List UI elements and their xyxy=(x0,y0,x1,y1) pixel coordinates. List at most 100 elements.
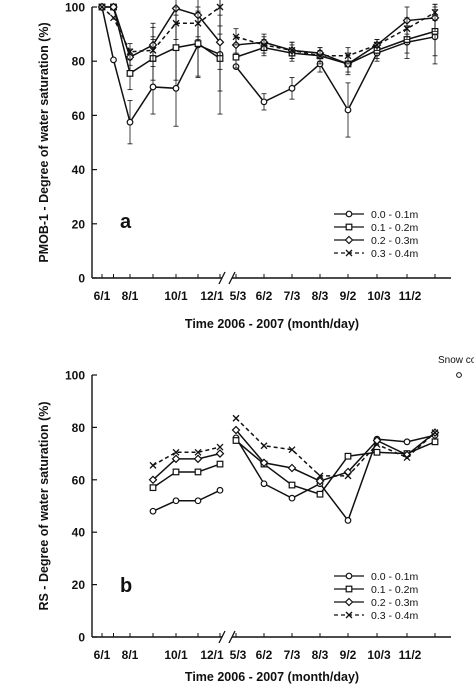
x-tick-label: 9/2 xyxy=(340,289,357,303)
series-line xyxy=(235,30,436,65)
data-point xyxy=(316,52,324,60)
y-tick-label: 40 xyxy=(72,526,86,540)
y-tick-label: 80 xyxy=(72,421,86,435)
series-line xyxy=(152,452,221,481)
legend-label: 0.0 - 0.1m xyxy=(371,571,419,583)
data-point xyxy=(288,446,296,454)
y-tick-label: 80 xyxy=(72,55,86,69)
x-tick-label: 8/3 xyxy=(312,289,329,303)
x-tick-label: 8/1 xyxy=(122,289,139,303)
x-tick-label: 8/3 xyxy=(312,648,329,662)
legend-marker xyxy=(345,223,353,231)
data-point xyxy=(344,452,352,460)
x-axis-label: Time 2006 - 2007 (month/day) xyxy=(185,670,359,684)
series-line xyxy=(235,11,436,57)
legend-label: 0.3 - 0.4m xyxy=(371,610,419,622)
data-point xyxy=(216,3,224,11)
series-line xyxy=(235,417,436,477)
series-line xyxy=(235,17,436,65)
x-tick-label: 11/2 xyxy=(399,648,422,662)
x-tick-label: 12/1 xyxy=(200,289,224,303)
data-point xyxy=(194,468,202,476)
data-point xyxy=(171,454,181,464)
data-point xyxy=(110,56,117,64)
panel-b: 0 20 40 60 80 100 6/1 8/1 10/1 12/1 5/3 6/2 7/3 8/3 9/… xyxy=(37,355,474,684)
y-tick-label: 0 xyxy=(78,272,85,286)
data-point xyxy=(288,46,296,54)
x-tick-label: 12/1 xyxy=(200,648,224,662)
x-tick-label: 7/3 xyxy=(284,648,301,662)
series-line xyxy=(152,489,221,512)
x-tick-label: 10/3 xyxy=(367,648,391,662)
legend-label: 0.1 - 0.2m xyxy=(371,584,419,596)
data-point xyxy=(373,448,381,456)
snow-cover-point xyxy=(456,372,462,378)
series-1 xyxy=(98,0,439,145)
x-tick-label: 10/1 xyxy=(164,648,188,662)
data-point xyxy=(194,40,202,47)
data-point xyxy=(172,84,180,92)
data-point xyxy=(232,414,240,422)
data-point xyxy=(215,449,225,458)
data-point xyxy=(215,37,225,47)
y-tick-label: 60 xyxy=(72,109,86,123)
snow-cover-label: Snow cover xyxy=(438,355,474,366)
data-point xyxy=(315,476,325,486)
y-axis-label: PMOB-1 - Degree of water saturation (%) xyxy=(37,22,51,262)
series-line xyxy=(152,446,221,467)
x-tick-label: 6/1 xyxy=(94,289,111,303)
data-point xyxy=(98,3,106,11)
data-point xyxy=(149,46,157,54)
data-point xyxy=(288,84,296,92)
data-point xyxy=(126,118,134,126)
data-point xyxy=(260,41,268,49)
y-tick-label: 0 xyxy=(78,631,85,645)
x-tick-label: 8/1 xyxy=(122,648,139,662)
legend-label: 0.0 - 0.1m xyxy=(371,209,419,221)
data-point xyxy=(149,484,157,492)
x-axis-label: Time 2006 - 2007 (month/day) xyxy=(185,317,359,331)
legend-label: 0.1 - 0.2m xyxy=(371,222,419,234)
y-tick-label: 40 xyxy=(72,163,86,177)
x-tick-label: 7/3 xyxy=(284,289,301,303)
x-tick-label: 6/1 xyxy=(94,648,111,662)
data-point xyxy=(232,33,240,41)
legend-label: 0.3 - 0.4m xyxy=(371,248,419,260)
data-point xyxy=(288,494,296,502)
data-point xyxy=(260,98,268,106)
data-point xyxy=(344,517,352,524)
legend-marker xyxy=(345,611,353,619)
x-tick-label: 10/1 xyxy=(164,289,188,303)
legend-marker xyxy=(345,249,353,257)
data-point xyxy=(316,490,324,498)
data-point xyxy=(403,25,411,33)
panel-letter: b xyxy=(120,575,132,597)
series-line xyxy=(235,36,436,112)
data-point xyxy=(403,454,411,461)
data-point xyxy=(216,486,224,494)
x-tick-label: 6/2 xyxy=(256,289,273,303)
data-point xyxy=(260,442,268,450)
axis-break-mark xyxy=(218,630,236,644)
legend-marker xyxy=(345,572,353,580)
legend: 0.0 - 0.1m0.1 - 0.2m0.2 - 0.3m0.3 - 0.4m xyxy=(334,571,419,622)
data-point xyxy=(172,448,180,456)
legend-label: 0.2 - 0.3m xyxy=(371,235,419,247)
data-point xyxy=(109,2,118,12)
data-point xyxy=(344,52,352,60)
x-tick-label: 6/2 xyxy=(256,648,273,662)
legend-marker xyxy=(344,597,354,607)
y-tick-label: 100 xyxy=(65,1,85,15)
data-point xyxy=(316,472,324,480)
legend-marker xyxy=(345,585,353,593)
x-tick-label: 5/3 xyxy=(230,648,247,662)
series-1 xyxy=(149,431,439,524)
data-point xyxy=(148,475,158,485)
legend: 0.0 - 0.1m0.1 - 0.2m0.2 - 0.3m0.3 - 0.4m xyxy=(334,209,419,260)
legend-marker xyxy=(344,235,354,245)
data-point xyxy=(373,41,381,49)
data-point xyxy=(172,468,180,476)
y-axis-label: RS - Degree of water saturation (%) xyxy=(37,401,51,610)
data-point xyxy=(172,19,180,27)
